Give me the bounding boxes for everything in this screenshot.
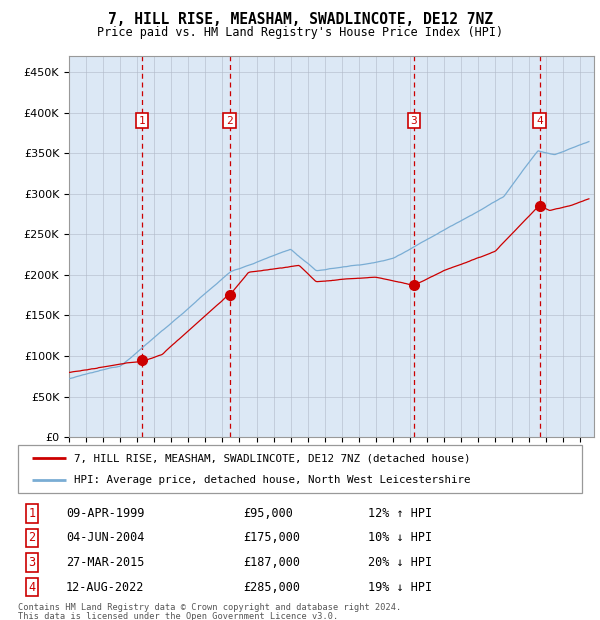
FancyBboxPatch shape: [18, 445, 582, 493]
Text: This data is licensed under the Open Government Licence v3.0.: This data is licensed under the Open Gov…: [18, 612, 338, 620]
Text: 1: 1: [139, 116, 145, 126]
Text: £187,000: £187,000: [244, 556, 301, 569]
Text: 7, HILL RISE, MEASHAM, SWADLINCOTE, DE12 7NZ (detached house): 7, HILL RISE, MEASHAM, SWADLINCOTE, DE12…: [74, 453, 471, 463]
Text: 1: 1: [29, 507, 35, 520]
Text: £285,000: £285,000: [244, 580, 301, 593]
Text: 20% ↓ HPI: 20% ↓ HPI: [368, 556, 432, 569]
Text: Price paid vs. HM Land Registry's House Price Index (HPI): Price paid vs. HM Land Registry's House …: [97, 26, 503, 39]
Text: 27-MAR-2015: 27-MAR-2015: [66, 556, 145, 569]
Text: 2: 2: [226, 116, 233, 126]
Text: 3: 3: [410, 116, 417, 126]
Text: £175,000: £175,000: [244, 531, 301, 544]
Text: 10% ↓ HPI: 10% ↓ HPI: [368, 531, 432, 544]
Text: £95,000: £95,000: [244, 507, 293, 520]
Text: 7, HILL RISE, MEASHAM, SWADLINCOTE, DE12 7NZ: 7, HILL RISE, MEASHAM, SWADLINCOTE, DE12…: [107, 12, 493, 27]
Text: Contains HM Land Registry data © Crown copyright and database right 2024.: Contains HM Land Registry data © Crown c…: [18, 603, 401, 612]
Text: 09-APR-1999: 09-APR-1999: [66, 507, 145, 520]
Text: 12% ↑ HPI: 12% ↑ HPI: [368, 507, 432, 520]
Text: 12-AUG-2022: 12-AUG-2022: [66, 580, 145, 593]
Text: 3: 3: [29, 556, 35, 569]
Text: 2: 2: [29, 531, 35, 544]
Text: 4: 4: [536, 116, 543, 126]
Text: 19% ↓ HPI: 19% ↓ HPI: [368, 580, 432, 593]
Text: HPI: Average price, detached house, North West Leicestershire: HPI: Average price, detached house, Nort…: [74, 476, 471, 485]
Text: 4: 4: [29, 580, 35, 593]
Text: 04-JUN-2004: 04-JUN-2004: [66, 531, 145, 544]
